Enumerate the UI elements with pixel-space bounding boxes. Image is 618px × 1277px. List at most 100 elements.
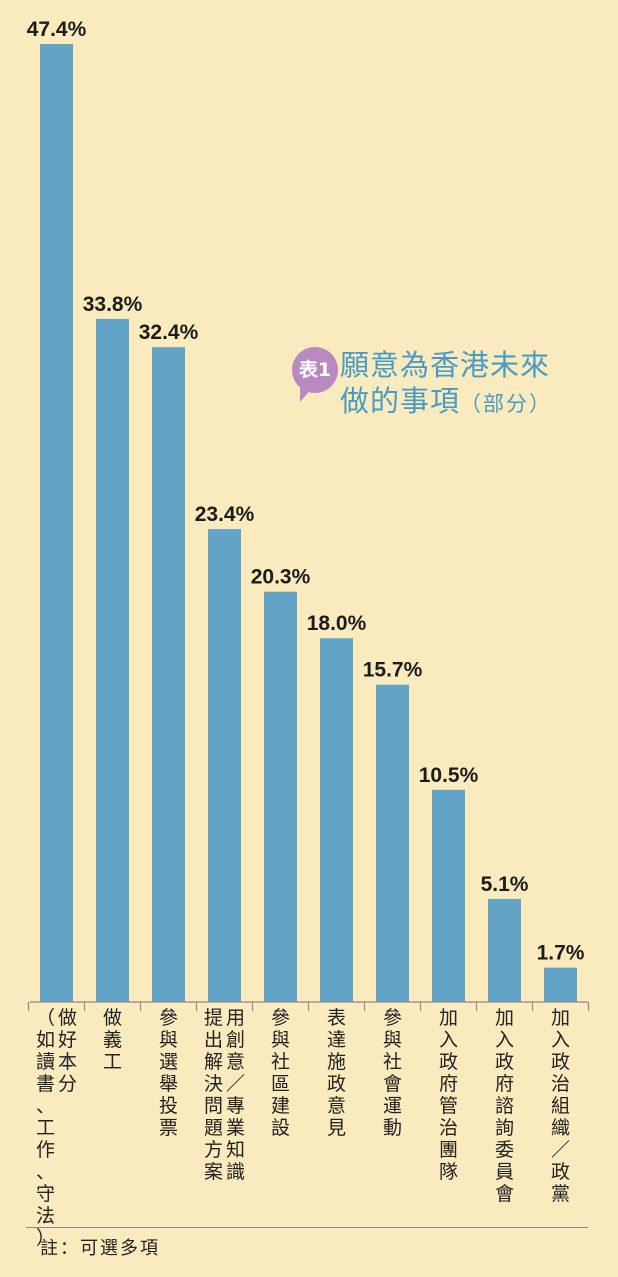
category-label-char: 做 [58, 1007, 77, 1029]
chart-title-text: 願意為香港未來 做的事項（部分） [340, 347, 552, 422]
value-label: 1.7% [537, 942, 585, 965]
category-label-char: 與 [271, 1029, 290, 1051]
category-label-char: 社 [383, 1051, 402, 1073]
value-label: 33.8% [83, 293, 143, 316]
category-label-char: 投 [159, 1095, 178, 1117]
category-label-char: 詢 [495, 1117, 514, 1139]
category-label-char: 團 [439, 1139, 458, 1161]
category-label-char: 如 [36, 1029, 55, 1051]
category-label-char: 案 [204, 1161, 223, 1183]
value-label: 47.4% [27, 18, 87, 41]
category-label-char: 讀 [36, 1051, 55, 1073]
category-label-char: 府 [495, 1073, 514, 1095]
category-label-char: 業 [226, 1117, 245, 1139]
category-label-char: 治 [551, 1073, 570, 1095]
category-label-char: 入 [439, 1029, 458, 1051]
chart-title: 表1 願意為香港未來 做的事項（部分） [292, 347, 552, 422]
value-label: 20.3% [251, 566, 311, 589]
category-label-char: 意 [226, 1051, 245, 1073]
category-label-char: 法 [36, 1205, 55, 1227]
category-label-char: ） [36, 1227, 55, 1249]
category-label-char: 舉 [159, 1073, 178, 1095]
category-label-char: 、 [36, 1161, 55, 1183]
category-label-char: 守 [36, 1183, 55, 1205]
category-label-char: 識 [226, 1161, 245, 1183]
category-label-char: 政 [551, 1161, 570, 1183]
category-label-char: 出 [204, 1029, 223, 1051]
bar [96, 318, 129, 1002]
category-label-char: 設 [271, 1117, 290, 1139]
category-label-char: 府 [439, 1073, 458, 1095]
category-label-char: 好 [58, 1029, 77, 1051]
category-label-char: 加 [495, 1007, 514, 1029]
category-label-char: 方 [204, 1139, 223, 1161]
table-badge: 表1 [292, 347, 338, 402]
category-label-char: 社 [271, 1051, 290, 1073]
footer-divider [26, 1227, 588, 1228]
chart-title-sub: （部分） [460, 392, 553, 416]
category-label-char: 施 [327, 1051, 346, 1073]
category-label-char: 區 [271, 1073, 290, 1095]
category-label-char: 知 [226, 1139, 245, 1161]
bar [432, 789, 465, 1002]
value-label: 23.4% [195, 503, 255, 526]
value-label: 10.5% [419, 764, 479, 787]
category-label-char: 入 [551, 1029, 570, 1051]
bar [376, 684, 409, 1002]
category-label-char: 與 [159, 1029, 178, 1051]
category-label-char: 問 [204, 1095, 223, 1117]
chart-title-line2-wrap: 做的事項（部分） [340, 383, 552, 422]
category-label-char: 選 [159, 1051, 178, 1073]
category-label-char: 會 [495, 1183, 514, 1205]
chart-title-line1: 願意為香港未來 [340, 348, 551, 382]
category-label-char: 管 [439, 1095, 458, 1117]
category-label-char: 作 [36, 1139, 55, 1161]
bar [320, 638, 353, 1002]
category-label-char: 做 [103, 1007, 122, 1029]
category-label-char: 工 [103, 1051, 122, 1073]
category-label-char: 參 [271, 1007, 290, 1029]
chart-title-line2: 做的事項 [340, 384, 461, 418]
value-label: 15.7% [363, 659, 423, 682]
bar [544, 967, 577, 1002]
category-label-char: （ [36, 1007, 55, 1029]
category-label-char: 意 [327, 1095, 346, 1117]
category-label-char: 表 [327, 1007, 346, 1029]
category-label-char: 隊 [439, 1161, 458, 1183]
category-label-char: 義 [103, 1029, 122, 1051]
category-label-char: 政 [495, 1051, 514, 1073]
category-label-char: 建 [271, 1095, 290, 1117]
value-label: 32.4% [139, 321, 199, 344]
category-label-char: 達 [327, 1029, 346, 1051]
category-label-char: 政 [327, 1073, 346, 1095]
category-label-char: 會 [383, 1073, 402, 1095]
category-label-char: 織 [551, 1117, 570, 1139]
footnote: 註：可選多項 [40, 1238, 160, 1259]
category-label-char: 政 [439, 1051, 458, 1073]
value-label: 18.0% [307, 612, 367, 635]
category-label-char: 分 [58, 1073, 77, 1095]
category-label-char: 治 [439, 1117, 458, 1139]
bar [264, 591, 297, 1002]
category-label-char: 創 [226, 1029, 245, 1051]
category-label-char: ／ [551, 1139, 570, 1161]
category-label-char: ／ [226, 1073, 245, 1095]
category-label-char: 票 [159, 1117, 178, 1139]
category-label-char: 用 [226, 1007, 245, 1029]
category-label-char: 專 [226, 1095, 245, 1117]
category-label-char: 決 [204, 1073, 223, 1095]
category-label-char: 參 [159, 1007, 178, 1029]
category-label-char: 加 [439, 1007, 458, 1029]
category-label-char: 見 [327, 1117, 346, 1139]
category-label-char: 動 [383, 1117, 402, 1139]
category-label-char: 加 [551, 1007, 570, 1029]
category-label-char: 參 [383, 1007, 402, 1029]
category-label-char: 組 [551, 1095, 570, 1117]
category-label-char: 員 [495, 1161, 514, 1183]
category-label-char: 題 [204, 1117, 223, 1139]
category-label-char: 與 [383, 1029, 402, 1051]
bar [488, 898, 521, 1002]
category-label-char: 工 [36, 1117, 55, 1139]
bar [208, 529, 241, 1002]
